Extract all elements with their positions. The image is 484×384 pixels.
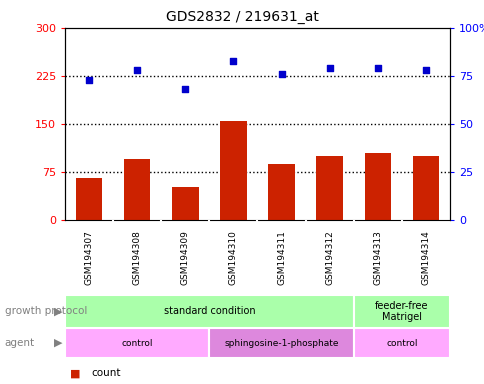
Point (373, 65, 381, 71)
Point (85, 77, 93, 83)
Bar (209, 328, 353, 358)
Point (181, 86, 189, 93)
Point (229, 58, 237, 64)
Bar (65, 295, 353, 328)
Text: agent: agent (5, 338, 35, 348)
Text: GSM194307: GSM194307 (84, 230, 93, 285)
Text: growth protocol: growth protocol (5, 306, 87, 316)
Text: feeder-free
Matrigel: feeder-free Matrigel (374, 301, 428, 322)
Point (277, 71, 285, 77)
Text: GSM194310: GSM194310 (228, 230, 238, 285)
Text: sphingosine-1-phosphate: sphingosine-1-phosphate (224, 339, 338, 348)
Bar (353, 328, 449, 358)
Point (421, 67, 429, 73)
Text: GDS2832 / 219631_at: GDS2832 / 219631_at (166, 10, 318, 23)
Text: ▶: ▶ (54, 306, 62, 316)
Bar (76, 179, 102, 220)
Bar (220, 121, 246, 220)
Text: standard condition: standard condition (163, 306, 255, 316)
Text: GSM194312: GSM194312 (324, 230, 333, 285)
Text: GSM194309: GSM194309 (181, 230, 189, 285)
Text: control: control (121, 339, 152, 348)
Text: control: control (385, 339, 417, 348)
Bar (353, 295, 449, 328)
Point (325, 65, 333, 71)
Text: ■: ■ (70, 368, 80, 378)
Text: count: count (91, 368, 121, 378)
Bar (65, 328, 209, 358)
Text: GSM194313: GSM194313 (373, 230, 381, 285)
Text: GSM194308: GSM194308 (133, 230, 141, 285)
Point (133, 67, 141, 73)
Bar (412, 156, 439, 220)
Text: GSM194314: GSM194314 (421, 230, 430, 285)
Bar (268, 164, 294, 220)
Bar (124, 159, 150, 220)
Bar (364, 153, 390, 220)
Text: ▶: ▶ (54, 338, 62, 348)
Bar (172, 187, 198, 220)
Bar (316, 156, 342, 220)
Text: GSM194311: GSM194311 (276, 230, 286, 285)
